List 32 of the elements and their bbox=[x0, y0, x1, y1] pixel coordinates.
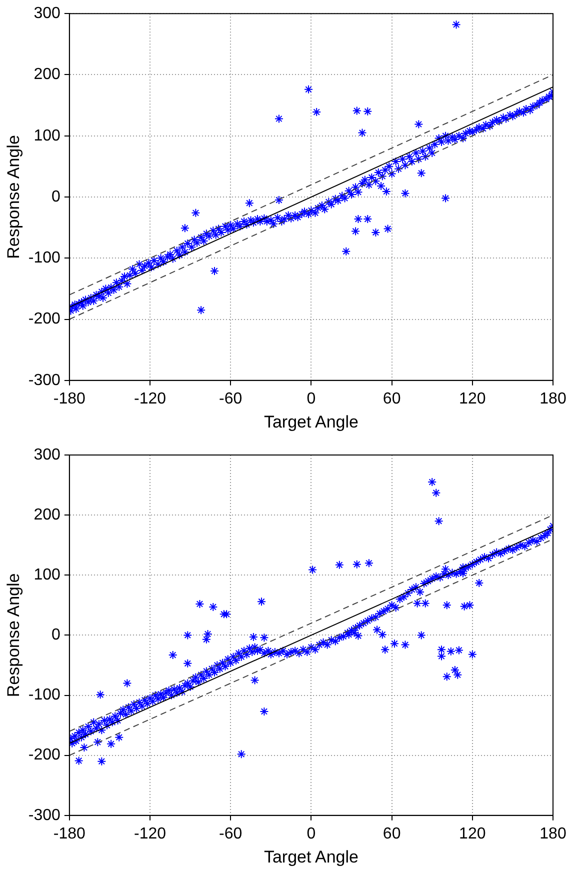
y-tick-label: -300 bbox=[28, 806, 61, 824]
y-tick-label: -100 bbox=[28, 686, 61, 704]
x-tick-label: -120 bbox=[134, 825, 166, 842]
x-tick-label: 180 bbox=[540, 390, 566, 408]
y-tick-label: -100 bbox=[28, 250, 61, 267]
x-tick-label: 0 bbox=[306, 390, 316, 408]
y-tick-label: 100 bbox=[34, 566, 61, 584]
y-tick-label: 100 bbox=[34, 127, 61, 144]
y-tick-label: -300 bbox=[28, 372, 61, 389]
y-tick-label: 200 bbox=[34, 66, 61, 84]
x-tick-label: -60 bbox=[219, 825, 242, 842]
y-tick-label: -200 bbox=[28, 310, 61, 328]
x-axis-title: Target Angle bbox=[264, 847, 358, 866]
x-tick-label: -60 bbox=[219, 390, 242, 408]
y-tick-label: 0 bbox=[52, 188, 61, 206]
y-tick-label: 300 bbox=[34, 5, 61, 22]
x-tick-label: -120 bbox=[134, 390, 166, 408]
x-tick-label: 180 bbox=[540, 825, 566, 842]
x-tick-label: -180 bbox=[53, 825, 86, 842]
x-tick-label: 60 bbox=[382, 825, 401, 842]
y-axis-title: Response Angle bbox=[4, 135, 23, 259]
x-tick-label: -180 bbox=[53, 390, 86, 408]
y-tick-label: -200 bbox=[28, 746, 61, 764]
y-axis-title: Response Angle bbox=[4, 573, 23, 698]
x-tick-label: 120 bbox=[459, 390, 486, 408]
y-tick-label: 200 bbox=[34, 506, 61, 524]
y-tick-label: 0 bbox=[52, 626, 61, 644]
x-axis-title: Target Angle bbox=[264, 412, 358, 432]
x-tick-label: 120 bbox=[459, 825, 486, 842]
x-tick-label: 60 bbox=[382, 390, 401, 408]
y-tick-label: 300 bbox=[34, 446, 61, 464]
x-tick-label: 0 bbox=[306, 825, 316, 842]
